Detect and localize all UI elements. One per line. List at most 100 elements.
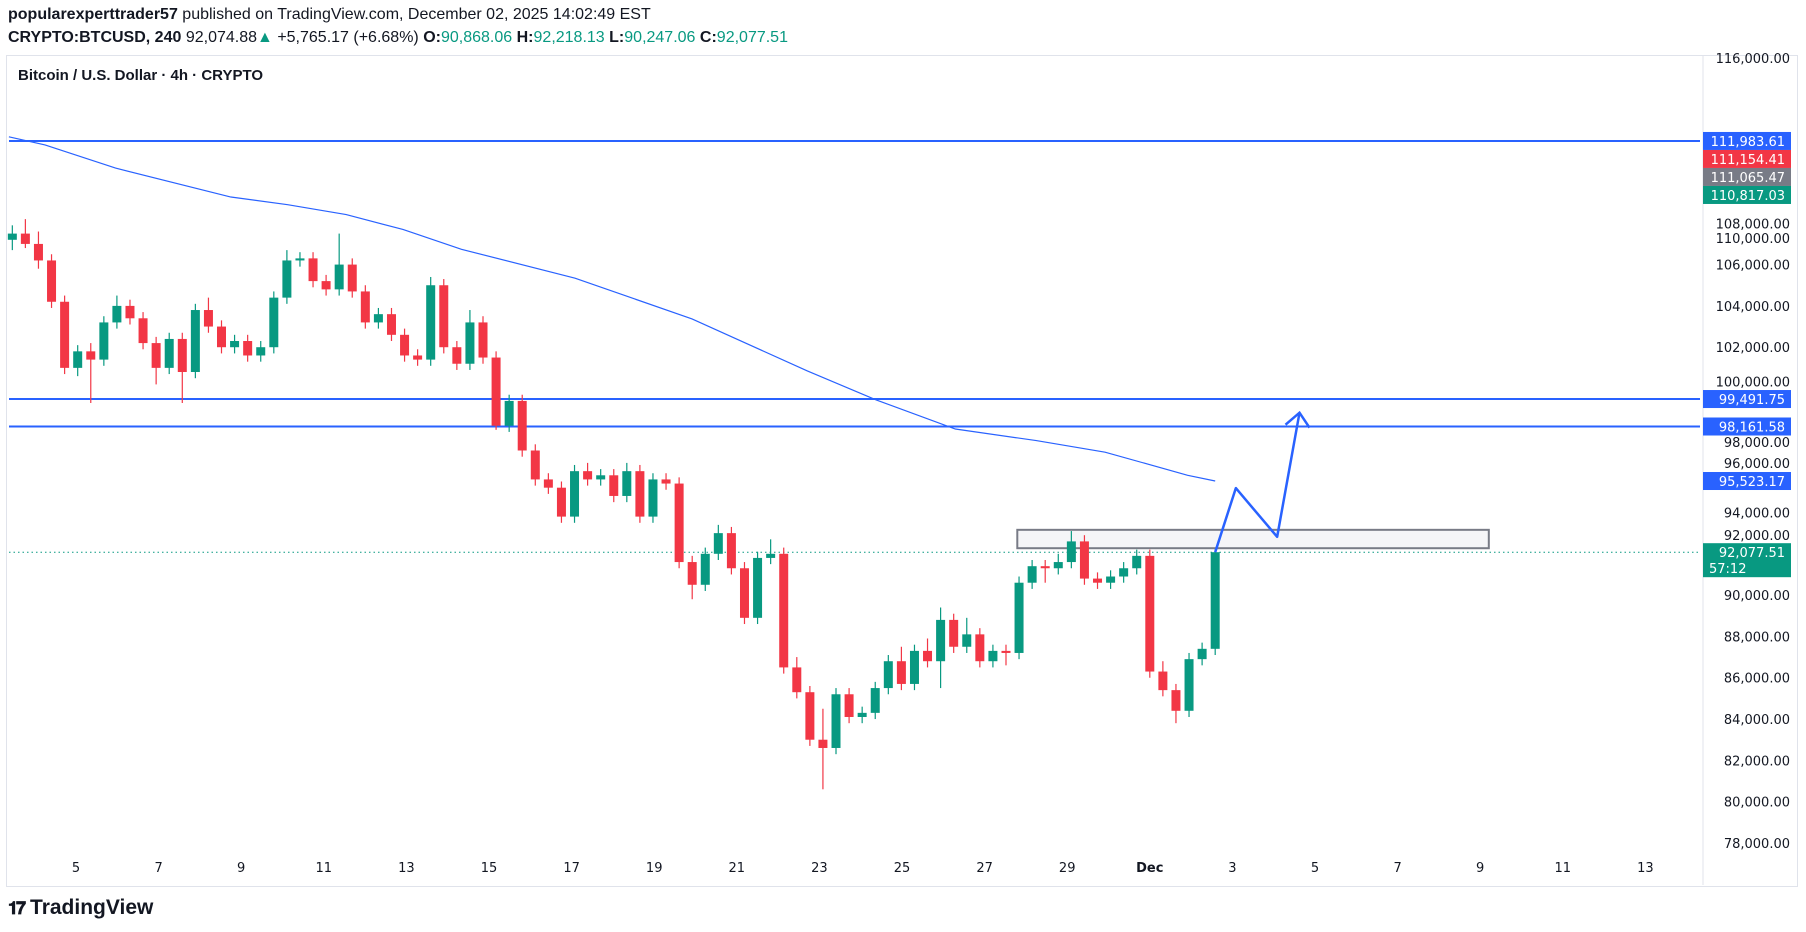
candle-up bbox=[373, 314, 383, 323]
candle-up bbox=[426, 285, 436, 360]
candle-down bbox=[1145, 555, 1155, 672]
candle-down bbox=[400, 334, 410, 356]
symbol-info: CRYPTO:BTCUSD, 240 92,074.88▲ +5,765.17 … bbox=[8, 29, 788, 47]
candle-up bbox=[700, 553, 710, 585]
candle-up bbox=[295, 258, 305, 261]
candle-up bbox=[988, 650, 998, 662]
candle-down bbox=[923, 650, 933, 662]
price-tick-label: 84,000.00 bbox=[1724, 713, 1790, 728]
low-value: 90,247.06 bbox=[624, 29, 696, 46]
date-tick-label: 19 bbox=[646, 861, 663, 876]
candle-down bbox=[949, 619, 959, 647]
candle-down bbox=[360, 291, 370, 323]
moving-average-line bbox=[8, 136, 1216, 482]
price-tick-label: 80,000.00 bbox=[1724, 796, 1790, 811]
candle-down bbox=[1079, 541, 1089, 579]
author-name[interactable]: popularexperttrader57 bbox=[8, 6, 178, 23]
high-value: 92,218.13 bbox=[533, 29, 605, 46]
date-tick-label: 23 bbox=[811, 861, 828, 876]
countdown-timer: 57:12 bbox=[1709, 562, 1746, 577]
candle-down bbox=[151, 343, 161, 368]
candle-up bbox=[1053, 562, 1063, 569]
candle-down bbox=[439, 285, 449, 348]
resistance-zone bbox=[1016, 528, 1490, 550]
candle-up bbox=[1106, 576, 1116, 583]
candle-down bbox=[661, 479, 671, 484]
tradingview-logo-icon: 𝟏𝟕 bbox=[8, 897, 26, 918]
price-label-text: 95,523.17 bbox=[1719, 475, 1785, 490]
price-label-badge bbox=[1703, 131, 1791, 150]
tradingview-logo[interactable]: 𝟏𝟕 TradingView bbox=[8, 896, 153, 920]
date-tick-label: 11 bbox=[316, 861, 333, 876]
candle-down bbox=[1093, 578, 1103, 583]
open-value: 90,868.06 bbox=[440, 29, 513, 46]
price-label-badge bbox=[1703, 417, 1791, 436]
candle-down bbox=[818, 739, 828, 748]
up-triangle-icon: ▲ bbox=[257, 29, 273, 46]
chart-panel[interactable] bbox=[6, 55, 1798, 887]
date-tick-label: 11 bbox=[1555, 861, 1572, 876]
candle-down bbox=[583, 471, 593, 480]
candle-up bbox=[190, 310, 200, 373]
price-tick-label: 100,000.00 bbox=[1716, 376, 1790, 391]
candle-down bbox=[413, 355, 423, 360]
date-tick-label: 21 bbox=[729, 861, 746, 876]
candle-up bbox=[7, 233, 17, 240]
price-change: +5,765.17 (+6.68%) bbox=[277, 29, 419, 46]
candle-up bbox=[713, 533, 723, 554]
price-label-text: 99,491.75 bbox=[1719, 393, 1785, 408]
date-tick-label: 5 bbox=[72, 861, 80, 876]
date-tick-label: 17 bbox=[563, 861, 580, 876]
candle-up bbox=[883, 661, 893, 689]
price-tick-label: 94,000.00 bbox=[1724, 506, 1790, 521]
candle-down bbox=[975, 634, 985, 662]
symbol: CRYPTO:BTCUSD, 240 bbox=[8, 29, 182, 46]
price-tick-label: 96,000.00 bbox=[1724, 457, 1790, 472]
brand-name: TradingView bbox=[30, 896, 154, 919]
price-label-badge bbox=[1703, 185, 1791, 204]
low-label: L: bbox=[609, 29, 625, 46]
date-tick-label: 7 bbox=[1393, 861, 1401, 876]
date-tick-label: 7 bbox=[154, 861, 162, 876]
candle-up bbox=[1184, 659, 1194, 711]
candle-down bbox=[687, 562, 697, 585]
candle-up bbox=[1210, 552, 1220, 649]
price-tick-label: 104,000.00 bbox=[1716, 300, 1790, 315]
candle-down bbox=[491, 357, 501, 426]
candle-down bbox=[138, 318, 148, 344]
candle-down bbox=[1171, 690, 1181, 711]
candle-up bbox=[596, 475, 606, 480]
candle-down bbox=[674, 483, 684, 563]
candle-up bbox=[1027, 566, 1037, 583]
price-label-badge bbox=[1703, 149, 1791, 168]
candle-down bbox=[556, 487, 566, 517]
candle-down bbox=[243, 341, 253, 356]
candle-down bbox=[896, 661, 906, 684]
arrow-head-icon bbox=[1284, 410, 1311, 429]
price-tick-label: 108,000.00 bbox=[1716, 217, 1790, 232]
last-price: 92,074.88 bbox=[185, 29, 258, 46]
price-tick-label: 92,000.00 bbox=[1724, 529, 1790, 544]
price-label-badge bbox=[1703, 472, 1791, 491]
close-label: C: bbox=[699, 29, 717, 46]
candle-down bbox=[1040, 566, 1050, 569]
candle-down bbox=[203, 310, 213, 327]
date-tick-label: 29 bbox=[1059, 861, 1076, 876]
price-label-badge bbox=[1703, 543, 1791, 578]
candle-down bbox=[47, 260, 57, 302]
candle-up bbox=[269, 297, 279, 348]
price-label-text: 110,817.03 bbox=[1711, 189, 1785, 204]
candle-up bbox=[857, 712, 867, 717]
candle-up bbox=[753, 557, 763, 618]
candle-down bbox=[452, 347, 462, 364]
candle-up bbox=[570, 471, 580, 517]
date-tick-label: 9 bbox=[237, 861, 245, 876]
price-label-text: 92,077.51 bbox=[1719, 546, 1785, 561]
candle-down bbox=[177, 338, 187, 373]
candle-down bbox=[635, 471, 645, 517]
candle-up bbox=[99, 322, 109, 360]
price-tick-label: 102,000.00 bbox=[1716, 341, 1790, 356]
candle-up bbox=[622, 471, 632, 496]
candle-up bbox=[766, 553, 776, 558]
